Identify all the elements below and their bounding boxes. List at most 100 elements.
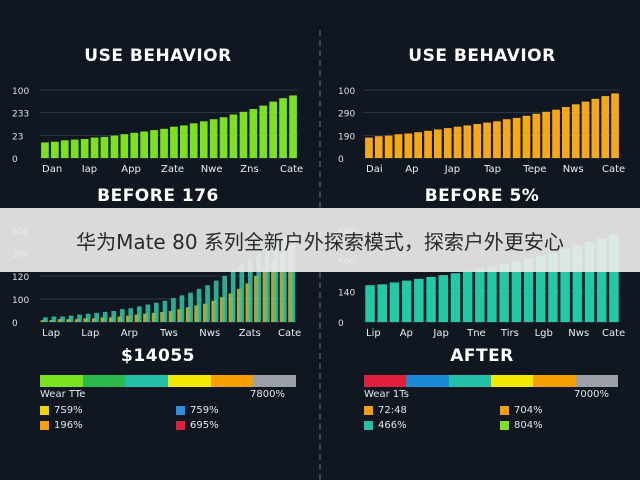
bar xyxy=(560,249,570,322)
y-tick-label: 120 xyxy=(12,273,29,283)
x-tick-label: Jap xyxy=(432,328,448,339)
bar xyxy=(239,265,245,322)
bar xyxy=(475,268,485,322)
x-tick-label: Cate xyxy=(602,328,625,339)
bar xyxy=(51,316,57,322)
legend-swatch xyxy=(176,421,185,430)
x-tick-label: Lap xyxy=(42,328,60,339)
bar xyxy=(219,297,225,322)
bar xyxy=(249,109,258,158)
bar xyxy=(426,276,436,322)
legend-item-text: 466% xyxy=(378,420,407,431)
bar xyxy=(562,107,570,158)
bar xyxy=(60,140,69,158)
legend-item: 759% xyxy=(176,405,219,416)
bar xyxy=(189,123,198,158)
x-tick-label: App xyxy=(121,164,141,175)
bar xyxy=(511,261,522,322)
bar xyxy=(591,98,600,158)
legend-color-segment xyxy=(40,375,83,387)
legend-item-text: 196% xyxy=(54,420,83,431)
legend-color-segment xyxy=(168,375,211,387)
bar xyxy=(180,125,188,158)
bar xyxy=(90,137,99,158)
x-tick-label: Iap xyxy=(82,164,97,175)
bar xyxy=(188,292,193,322)
legend-swatch xyxy=(364,406,373,415)
bar xyxy=(43,317,48,322)
x-tick-label: Tirs xyxy=(500,328,519,339)
legend-item-text: 72:48 xyxy=(378,405,407,416)
bar xyxy=(282,237,287,322)
x-tick-label: Tws xyxy=(159,328,178,339)
bar xyxy=(256,253,262,322)
bar xyxy=(394,134,403,158)
bar xyxy=(269,101,277,158)
bar xyxy=(288,246,293,322)
legend-color-segment xyxy=(490,375,534,387)
legend-value-left: 7800% xyxy=(250,389,285,400)
legend-swatch xyxy=(500,406,509,415)
bar xyxy=(493,121,501,158)
bar xyxy=(584,242,595,322)
bar xyxy=(77,314,82,322)
legend-item: 196% xyxy=(40,420,83,431)
chart-title-bottom-left: $14055 xyxy=(121,346,195,366)
bar xyxy=(239,111,248,158)
bar xyxy=(145,304,151,322)
bar xyxy=(265,248,270,322)
bar xyxy=(536,255,546,322)
bar xyxy=(143,313,148,322)
bar xyxy=(185,307,191,322)
bar xyxy=(289,95,297,158)
bar xyxy=(552,109,560,158)
legend-color-segment xyxy=(82,375,126,387)
legend-color-segment xyxy=(125,375,169,387)
banner-caption: 华为Mate 80 系列全新户外探索模式，探索户外更安心 xyxy=(0,208,640,272)
bar xyxy=(273,242,279,322)
legend-item-text: 7S9% xyxy=(54,405,83,416)
bar xyxy=(111,311,117,322)
bar xyxy=(179,295,185,322)
bar xyxy=(130,132,139,158)
bar xyxy=(168,311,174,322)
bar xyxy=(271,261,276,322)
bar xyxy=(522,115,531,158)
legend-item: 466% xyxy=(364,420,407,431)
bar xyxy=(542,111,550,158)
x-tick-label: Tepe xyxy=(522,164,546,175)
bar xyxy=(230,270,236,322)
x-tick-label: Jap xyxy=(444,164,460,175)
chart-title-bottom-right: AFTER xyxy=(450,346,514,366)
y-tick-label: 190 xyxy=(338,132,355,142)
bar xyxy=(462,271,473,322)
bar xyxy=(597,238,607,322)
legend-swatch xyxy=(500,421,509,430)
x-tick-label: Dan xyxy=(42,164,62,175)
bar xyxy=(199,121,208,158)
x-tick-label: Ap xyxy=(405,164,418,175)
y-tick-label: 0 xyxy=(338,155,344,165)
bar xyxy=(611,93,619,158)
bar xyxy=(120,134,129,158)
y-tick-label: 290 xyxy=(338,110,355,120)
bar xyxy=(85,313,91,322)
bar xyxy=(134,314,140,322)
bar xyxy=(523,258,534,322)
bar xyxy=(384,135,393,158)
bar xyxy=(572,245,583,322)
y-tick-label: 0 xyxy=(338,319,344,329)
bar xyxy=(532,113,541,158)
bar xyxy=(171,298,176,322)
bar xyxy=(91,318,97,322)
bar xyxy=(502,119,511,158)
bar xyxy=(60,316,65,322)
bar xyxy=(68,315,74,322)
legend-item: 804% xyxy=(500,420,543,431)
y-tick-label: 23 xyxy=(12,132,23,142)
bar xyxy=(374,136,383,158)
legend-color-segment xyxy=(364,375,407,387)
bar xyxy=(389,282,400,322)
legend-swatch xyxy=(40,406,49,415)
legend-color-strip-right xyxy=(364,375,618,387)
